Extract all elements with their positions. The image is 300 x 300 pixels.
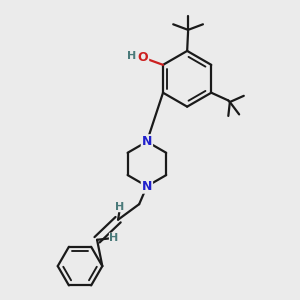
Text: H: H — [127, 51, 136, 61]
Text: N: N — [142, 135, 152, 148]
Text: H: H — [110, 233, 119, 243]
Text: H: H — [115, 202, 124, 212]
Text: N: N — [142, 180, 152, 193]
Text: O: O — [138, 51, 148, 64]
